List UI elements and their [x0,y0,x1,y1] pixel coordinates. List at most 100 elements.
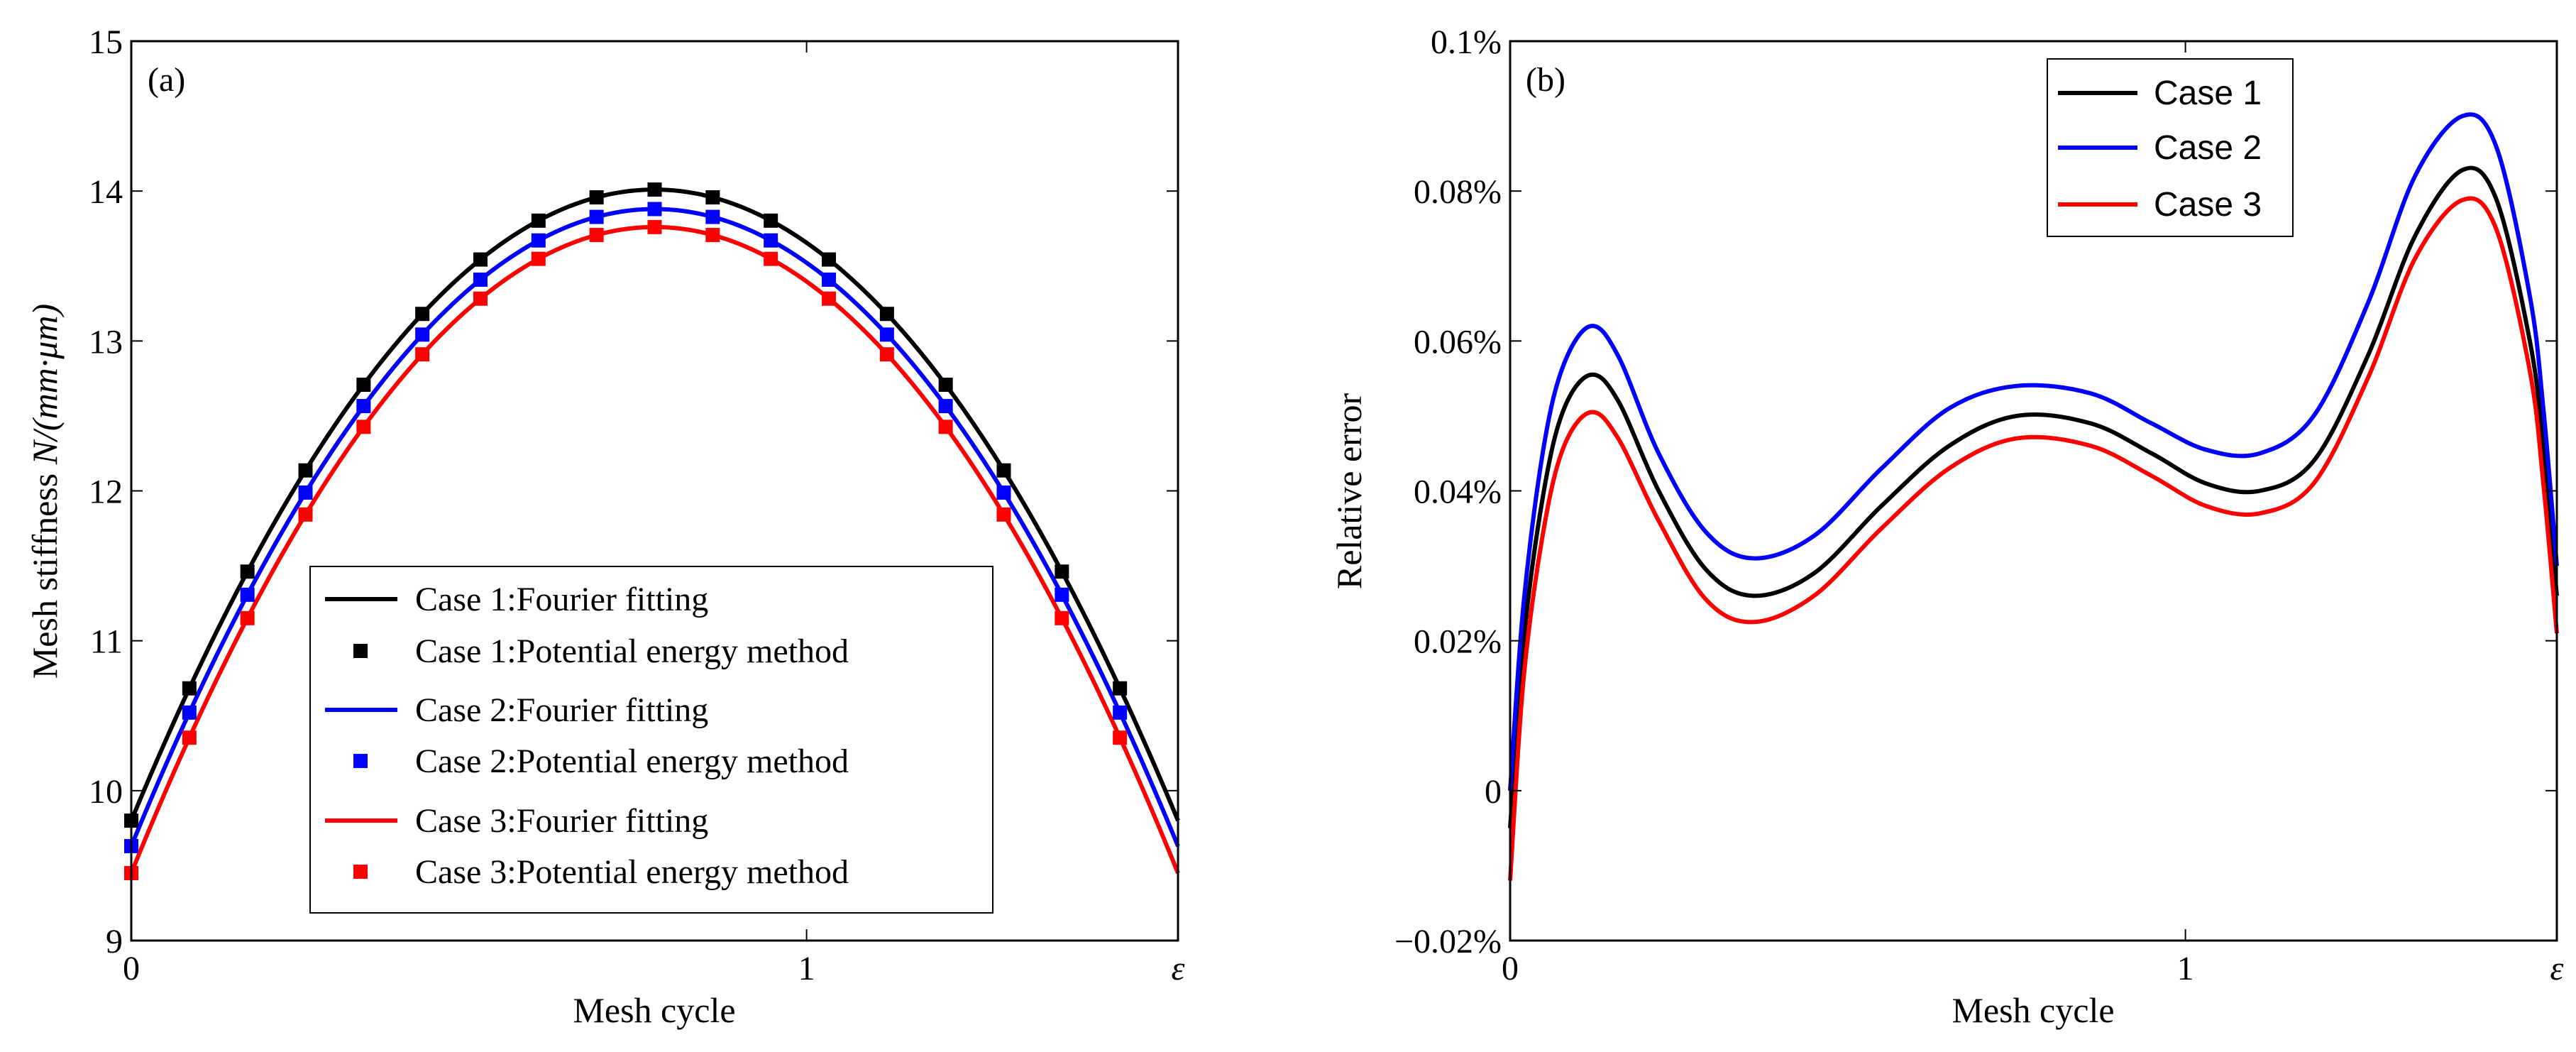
marker-case-3-16 [1055,610,1069,625]
chart-a-y-tick-label-1: 10 [89,773,123,811]
legend-a-label-case-3-potential: Case 3:Potential energy method [415,853,849,891]
marker-case-1-16 [1055,564,1069,579]
marker-case-1-3 [298,463,313,478]
marker-case-3-8 [589,228,604,243]
marker-case-1-1 [182,681,197,696]
chart-b-panel-label: (b) [1526,61,1565,99]
legend-b-label-case-2: Case 2 [2154,129,2262,167]
chart-a-y-tick-label-6: 15 [89,23,123,61]
series-line-b-case-3 [1508,196,2559,881]
chart-a-x-tick-label-0: 0 [123,950,140,987]
legend-a-label-case-1-potential: Case 1:Potential energy method [415,632,849,670]
chart-a-y-axis-label-prefix: Mesh stiffness [25,464,65,679]
marker-case-1-8 [589,190,604,205]
marker-case-3-15 [996,507,1011,522]
chart-a-panel-label: (a) [148,61,185,99]
marker-case-1-17 [1113,681,1128,696]
legend-a-marker-case-3 [353,865,368,879]
marker-case-3-11 [764,251,778,266]
marker-case-3-9 [647,219,662,234]
marker-case-2-1 [182,705,197,720]
legend-a-label-case-2-potential: Case 2:Potential energy method [415,743,849,780]
chart-b-legend: Case 1 Case 2 Case 3 [2047,58,2294,237]
marker-case-1-2 [240,564,255,579]
marker-case-2-3 [298,485,313,500]
marker-case-2-2 [240,587,255,602]
marker-case-1-7 [531,213,546,228]
marker-case-3-6 [473,291,488,306]
marker-case-3-17 [1113,730,1128,745]
chart-a-y-tick-label-2: 11 [90,623,123,661]
chart-b-y-axis-label: Relative error [1329,393,1369,590]
chart-a-y-axis-label: Mesh stiffness N/(mm·μm) [25,304,65,679]
marker-case-3-13 [879,347,894,362]
marker-case-2-16 [1055,587,1069,602]
chart-a-y-tick-label-0: 9 [106,923,123,960]
chart-b-x-axis-label: Mesh cycle [1952,990,2114,1030]
chart-a-data [124,182,1180,880]
legend-a-label-case-2-fourier: Case 2:Fourier fitting [415,691,708,729]
marker-case-2-12 [822,272,837,287]
marker-case-3-4 [356,420,371,434]
chart-b-y-tick-label-6: 0.1% [1431,23,1502,61]
chart-b-plot-frame [1509,40,2558,942]
marker-case-1-13 [879,307,894,322]
chart-a-legend-box [309,566,993,914]
marker-case-3-7 [531,251,546,266]
marker-case-2-8 [589,209,604,224]
marker-case-2-6 [473,272,488,287]
marker-case-2-10 [705,209,720,224]
chart-b-x-tick-label-2: ε [2550,950,2564,987]
marker-case-1-11 [764,213,778,228]
marker-case-3-10 [705,228,720,243]
chart-b-y-tick-label-2: 0.02% [1414,623,1502,661]
chart-b-y-tick-label-0: −0.02% [1394,923,1502,960]
marker-case-1-12 [822,252,837,267]
legend-a-marker-case-1 [353,644,368,658]
chart-a-x-axis-label: Mesh cycle [573,990,735,1030]
chart-b-ticks: 0 1 ε−0.02%00.02%0.04%0.06%0.08%0.1% [1394,23,2564,987]
marker-case-2-7 [531,233,546,248]
legend-a-label-case-3-fourier: Case 3:Fourier fitting [415,802,708,840]
legend-b-label-case-1: Case 1 [2154,75,2262,112]
marker-case-3-2 [240,610,255,625]
marker-case-2-15 [996,485,1011,500]
chart-b-x-tick-label-0: 0 [1502,950,1519,987]
chart-panel-b: 0 1 ε−0.02%00.02%0.04%0.06%0.08%0.1% (b) M… [1329,23,2564,1030]
marker-case-2-9 [647,202,662,217]
marker-case-1-9 [647,182,662,197]
marker-case-2-5 [415,327,430,342]
chart-a-y-tick-label-3: 12 [89,473,123,511]
legend-a-label-case-1-fourier: Case 1:Fourier fitting [415,581,708,618]
marker-case-1-15 [996,463,1011,478]
chart-a-y-axis-label-unit: N/(mm·μm) [25,304,65,465]
chart-a-y-tick-label-4: 13 [89,323,123,361]
chart-a-legend: Case 1:Fourier fitting Case 1:Potential … [309,566,993,914]
marker-case-1-10 [705,190,720,205]
marker-case-2-17 [1113,705,1128,720]
chart-b-y-tick-label-4: 0.06% [1414,323,1502,361]
chart-panel-a: 0 1 ε 9 10 11 12 13 14 15 (a) Mesh cycle Mesh sti… [25,23,1185,1030]
chart-b-y-tick-label-3: 0.04% [1414,473,1502,511]
chart-a-x-tick-label-1: 1 [798,950,815,987]
marker-case-2-14 [938,399,953,414]
marker-case-3-3 [298,507,313,522]
chart-b-data [1508,112,2559,881]
chart-b-y-tick-label-5: 0.08% [1414,173,1502,211]
marker-case-2-11 [764,233,778,248]
series-line-b-case-1 [1508,165,2559,828]
marker-case-3-14 [938,420,953,434]
marker-case-3-5 [415,347,430,362]
chart-b-x-tick-label-1: 1 [2177,950,2194,987]
chart-a-y-tick-label-5: 14 [89,173,123,211]
marker-case-1-14 [938,378,953,393]
marker-case-3-1 [182,730,197,745]
marker-case-1-5 [415,307,430,322]
marker-case-2-13 [879,327,894,342]
legend-a-marker-case-2 [353,754,368,768]
marker-case-1-4 [356,378,371,393]
series-line-b-case-2 [1508,112,2559,791]
marker-case-1-6 [473,252,488,267]
chart-b-y-tick-label-1: 0 [1485,773,1502,811]
